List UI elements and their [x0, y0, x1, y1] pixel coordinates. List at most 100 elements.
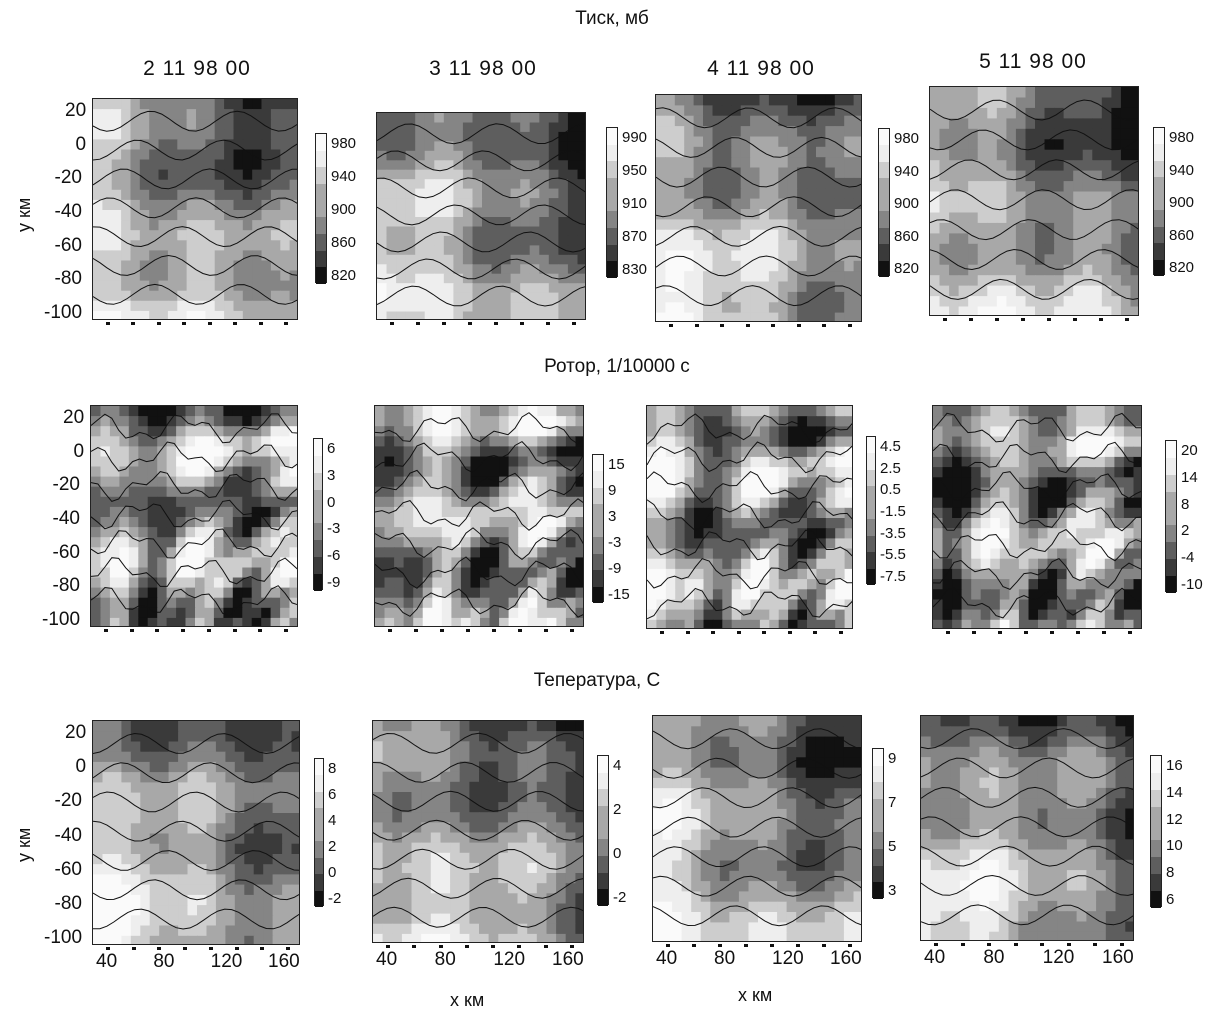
field-cell	[1028, 568, 1039, 580]
field-cell	[384, 577, 395, 589]
field-cell	[261, 270, 272, 282]
field-cell	[386, 122, 397, 133]
contour-line	[93, 139, 297, 161]
field-cell	[1028, 538, 1039, 550]
field-cell	[128, 617, 139, 626]
field-cell	[109, 446, 120, 458]
field-cell	[261, 240, 272, 251]
field-cell	[712, 198, 723, 210]
field-cell	[674, 209, 685, 220]
field-cell	[469, 852, 480, 864]
field-cell	[233, 230, 244, 241]
field-cell	[111, 905, 122, 916]
field-cell	[223, 476, 234, 488]
x-tick-mark	[570, 629, 574, 632]
field-cell	[952, 548, 963, 560]
colorbar-segment	[607, 211, 617, 228]
field-cell	[722, 416, 733, 427]
field-cell	[1044, 97, 1055, 109]
field-cell	[703, 528, 714, 539]
field-cell	[166, 617, 177, 626]
field-cell	[952, 456, 963, 468]
field-cell	[1104, 599, 1115, 611]
field-cell	[491, 311, 502, 319]
field-cell	[577, 131, 585, 142]
field-cell	[282, 772, 293, 783]
field-cell	[176, 506, 187, 518]
field-cell	[507, 721, 519, 732]
field-cell	[537, 557, 548, 569]
field-cell	[834, 302, 845, 314]
field-cell	[556, 812, 567, 823]
field-cell	[1057, 446, 1068, 458]
field-cell	[778, 416, 789, 427]
field-cell	[1009, 467, 1020, 478]
field-cell	[835, 568, 846, 580]
field-cell	[510, 207, 521, 218]
field-cell	[1092, 118, 1103, 130]
field-cell	[674, 115, 685, 127]
field-cell	[930, 202, 941, 214]
field-cell	[386, 235, 397, 246]
field-cell	[396, 283, 407, 294]
field-cell	[665, 126, 676, 138]
field-cell	[933, 568, 944, 580]
field-cell	[111, 935, 122, 944]
field-cell	[930, 107, 941, 119]
field-cell	[139, 169, 150, 181]
field-cell	[740, 219, 751, 231]
field-cell	[1047, 416, 1058, 427]
field-cell	[121, 772, 132, 783]
field-cell	[778, 406, 789, 417]
x-tick-mark	[390, 322, 394, 325]
field-cell	[1104, 528, 1115, 539]
colorbar-r1-c4	[1153, 127, 1165, 276]
field-cell	[93, 139, 103, 151]
field-cell	[759, 229, 770, 241]
field-cell	[556, 731, 567, 742]
field-cell	[1120, 212, 1131, 224]
field-cell	[434, 150, 445, 161]
field-cell	[825, 416, 836, 427]
field-cell	[1101, 191, 1112, 203]
field-cell	[280, 179, 291, 191]
x-tick-mark	[388, 629, 392, 632]
field-cell	[491, 217, 502, 228]
contour-line	[930, 129, 1138, 151]
field-cell	[1018, 609, 1029, 621]
field-cell	[119, 486, 130, 498]
field-cell	[289, 506, 297, 518]
field-cell	[825, 302, 836, 314]
field-cell	[251, 537, 262, 548]
field-cell	[816, 528, 827, 539]
field-cell	[451, 506, 462, 518]
field-cell	[961, 467, 972, 478]
field-cell	[674, 136, 685, 148]
field-cell	[740, 188, 751, 200]
field-cell	[546, 456, 557, 468]
field-cell	[93, 230, 103, 241]
field-cell	[415, 113, 426, 124]
field-cell	[147, 537, 158, 548]
field-cell	[665, 240, 676, 252]
field-cell	[665, 312, 676, 321]
field-cell	[816, 126, 826, 138]
field-cell	[401, 862, 413, 874]
field-cell	[396, 198, 407, 209]
field-cell	[987, 202, 998, 214]
field-cell	[556, 842, 567, 854]
field-cell	[289, 159, 297, 171]
field-cell	[787, 229, 798, 241]
field-cell	[138, 506, 149, 518]
field-cell	[1111, 222, 1122, 234]
field-cell	[206, 843, 217, 855]
field-cell	[958, 118, 969, 130]
field-cell	[971, 528, 982, 539]
field-cell	[1092, 285, 1103, 297]
field-cell	[462, 292, 473, 303]
field-cell	[740, 271, 751, 283]
field-cell	[450, 751, 461, 763]
field-cell	[460, 607, 471, 619]
field-cell	[499, 567, 510, 579]
field-cell	[703, 95, 713, 106]
